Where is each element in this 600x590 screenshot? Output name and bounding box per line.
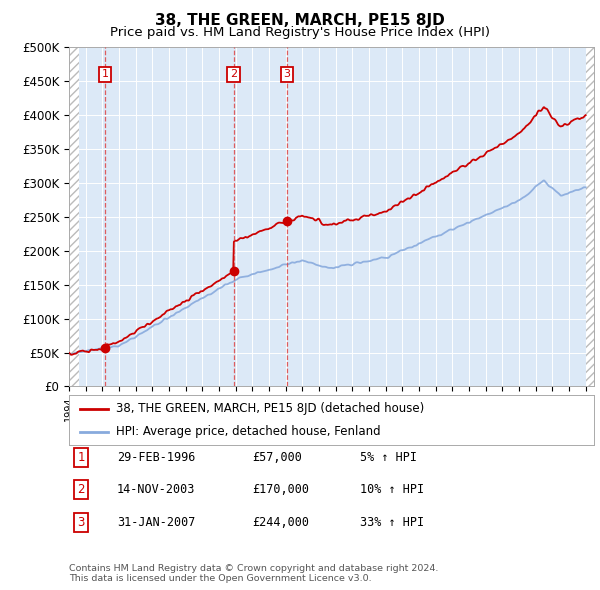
Text: 33% ↑ HPI: 33% ↑ HPI	[360, 516, 424, 529]
Text: Price paid vs. HM Land Registry's House Price Index (HPI): Price paid vs. HM Land Registry's House …	[110, 26, 490, 39]
Text: 2: 2	[230, 70, 237, 79]
Text: 3: 3	[284, 70, 290, 79]
Text: 10% ↑ HPI: 10% ↑ HPI	[360, 483, 424, 496]
Text: 38, THE GREEN, MARCH, PE15 8JD: 38, THE GREEN, MARCH, PE15 8JD	[155, 13, 445, 28]
Text: £170,000: £170,000	[252, 483, 309, 496]
Text: 38, THE GREEN, MARCH, PE15 8JD (detached house): 38, THE GREEN, MARCH, PE15 8JD (detached…	[116, 402, 425, 415]
Text: Contains HM Land Registry data © Crown copyright and database right 2024.
This d: Contains HM Land Registry data © Crown c…	[69, 563, 439, 583]
Text: 31-JAN-2007: 31-JAN-2007	[117, 516, 196, 529]
Bar	[586, 47, 594, 386]
Text: 29-FEB-1996: 29-FEB-1996	[117, 451, 196, 464]
Text: £244,000: £244,000	[252, 516, 309, 529]
Bar	[69, 47, 79, 386]
Text: 2: 2	[77, 483, 85, 496]
Text: 5% ↑ HPI: 5% ↑ HPI	[360, 451, 417, 464]
Text: £57,000: £57,000	[252, 451, 302, 464]
Text: HPI: Average price, detached house, Fenland: HPI: Average price, detached house, Fenl…	[116, 425, 381, 438]
Text: 1: 1	[77, 451, 85, 464]
Text: 14-NOV-2003: 14-NOV-2003	[117, 483, 196, 496]
Text: 1: 1	[101, 70, 109, 79]
Text: 3: 3	[77, 516, 85, 529]
